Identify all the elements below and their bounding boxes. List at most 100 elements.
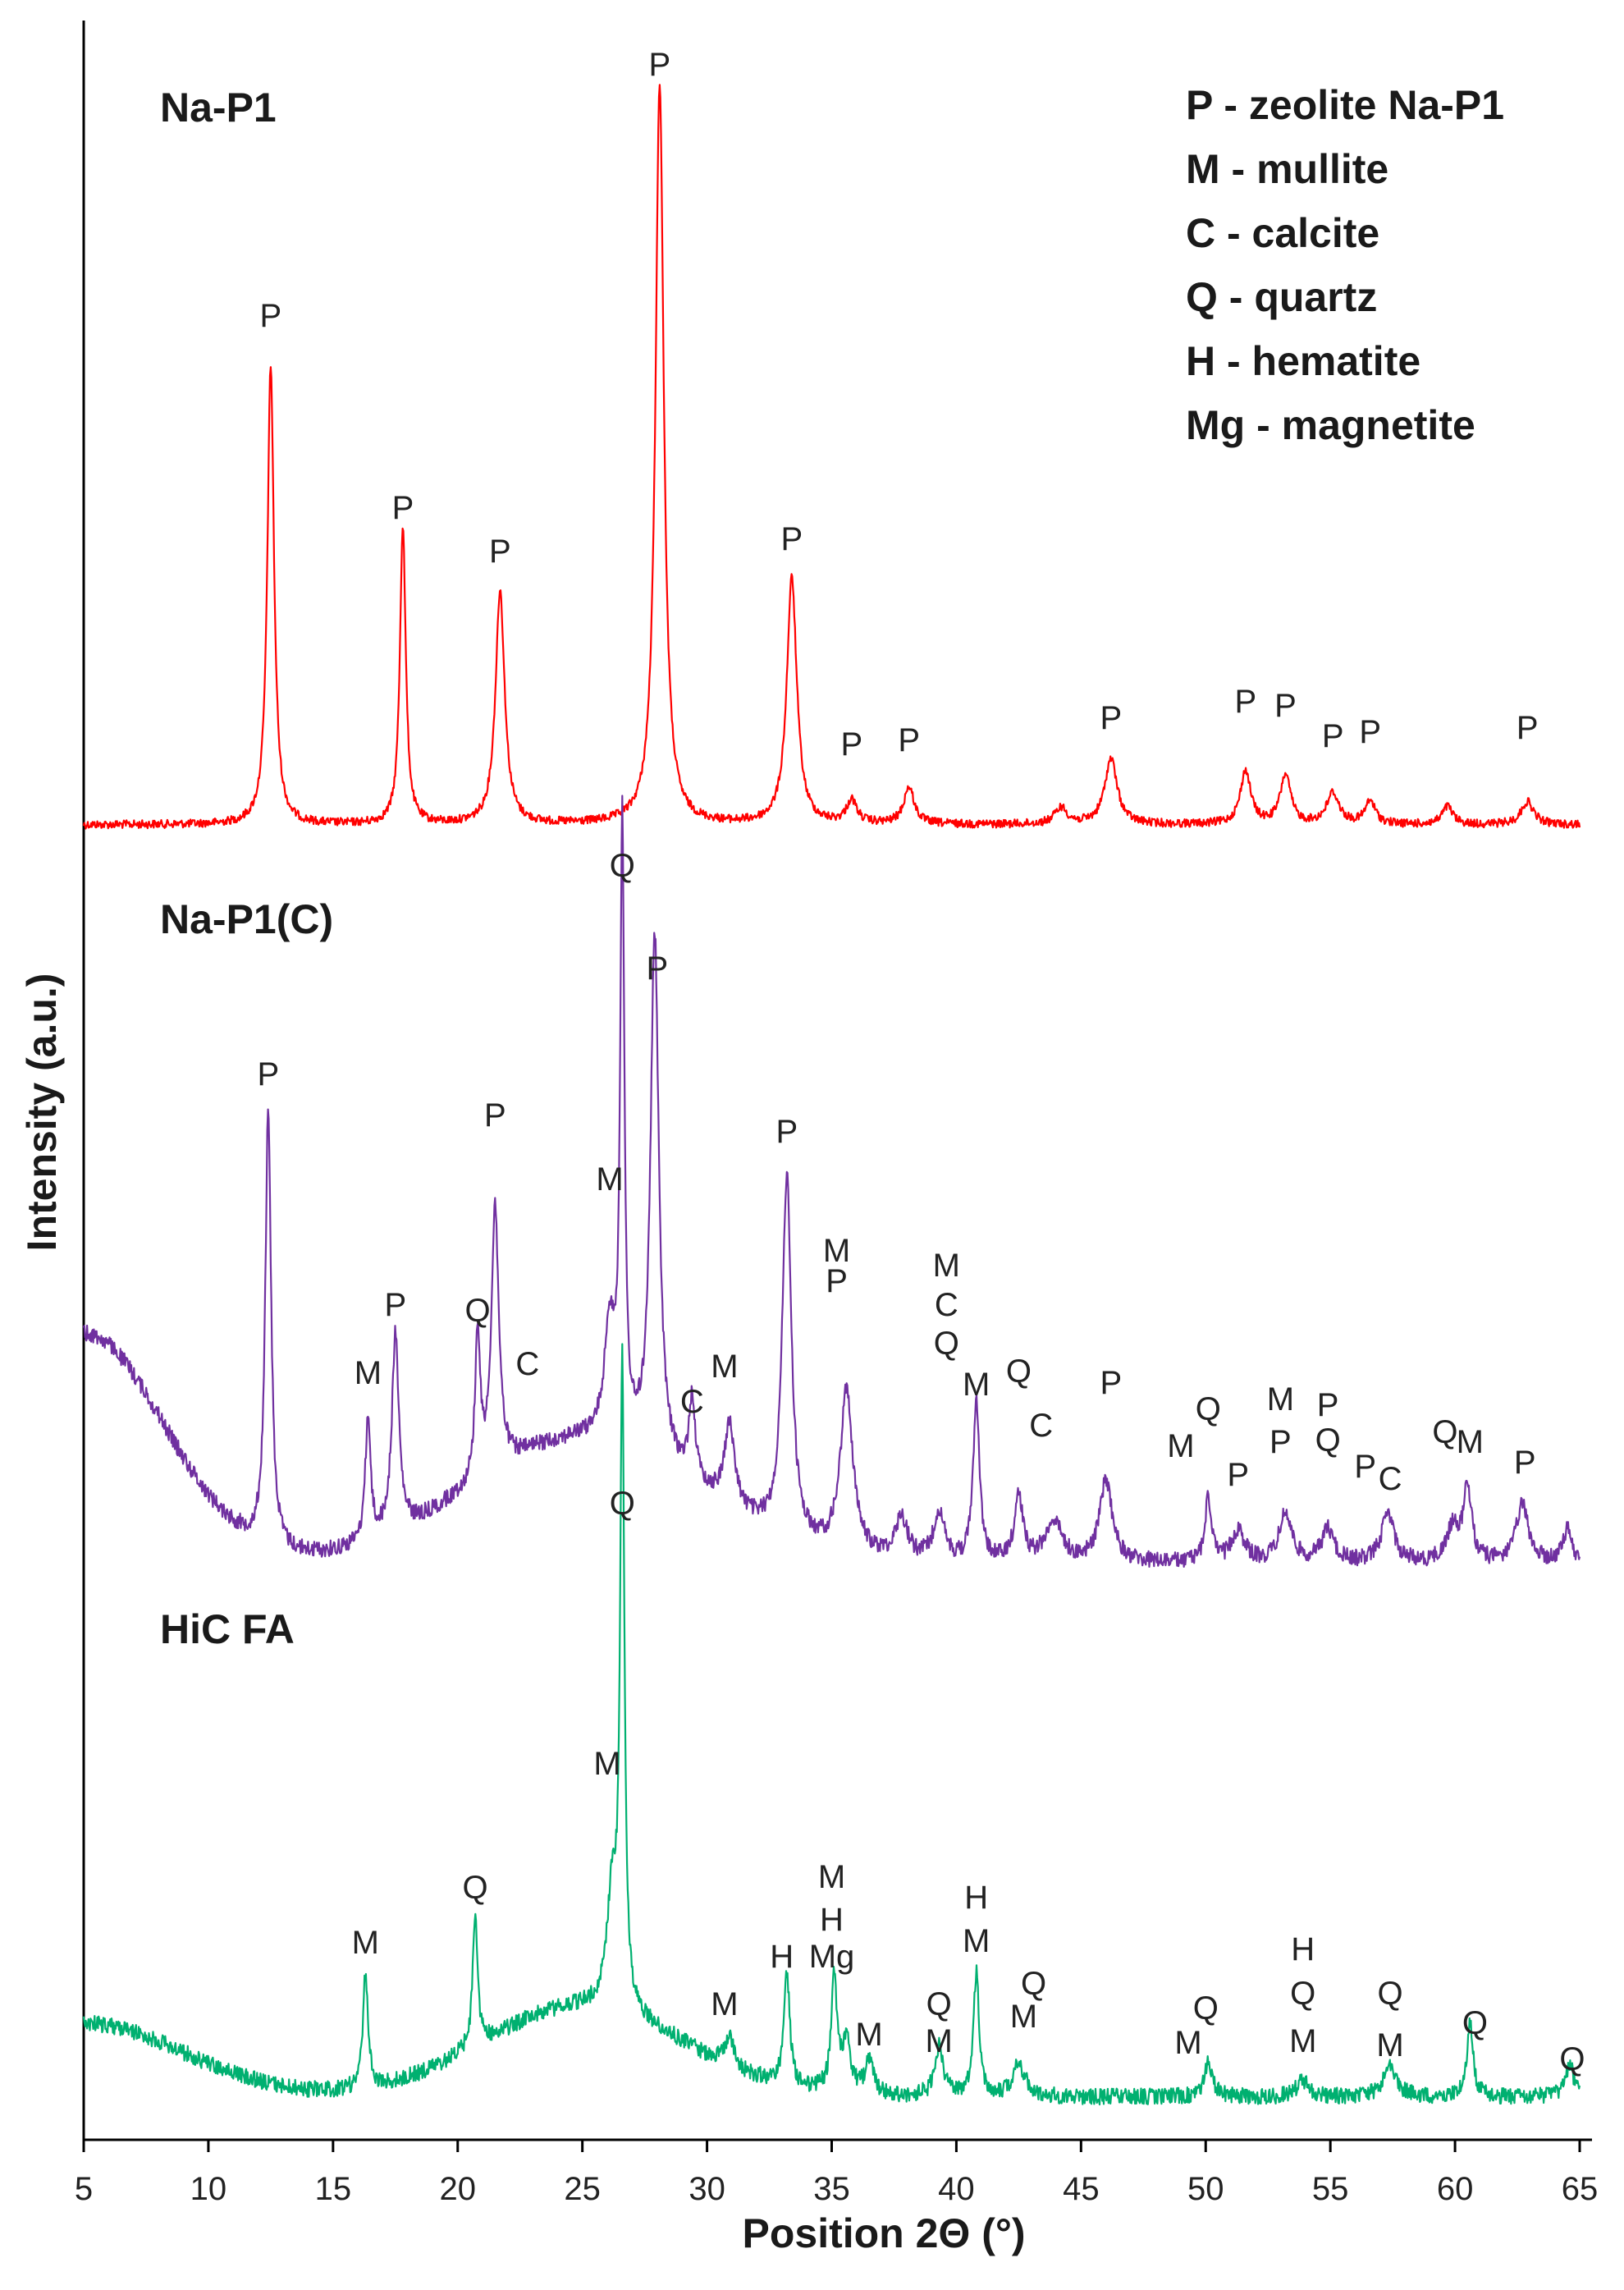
peak-label: Q: [926, 1986, 952, 2022]
peak-label: H: [1291, 1931, 1315, 1967]
x-tick-label: 15: [315, 2171, 352, 2207]
peak-label: Q: [464, 1293, 490, 1329]
x-tick-label: 55: [1312, 2171, 1349, 2207]
legend-entry: H - hematite: [1186, 338, 1420, 384]
series-name: Na-P1: [160, 85, 277, 131]
peak-label: P: [1100, 1365, 1122, 1401]
peak-label: M: [1167, 1428, 1194, 1464]
legend-entry: M - mullite: [1186, 146, 1388, 192]
peak-label: P: [775, 1114, 798, 1150]
peak-label: Q: [1006, 1353, 1032, 1390]
peak-label: P: [1100, 700, 1122, 736]
peak-label: P: [384, 1287, 406, 1323]
peak-label: M: [1267, 1381, 1294, 1418]
series-line: [82, 1343, 1581, 2106]
x-tick-label: 40: [938, 2171, 975, 2207]
peak-label: Q: [1378, 1976, 1403, 2012]
legend-entry: C - calcite: [1186, 210, 1379, 256]
peak-label: C: [1029, 1408, 1053, 1444]
peak-label: M: [933, 1248, 960, 1284]
series-name: Na-P1(C): [160, 896, 333, 942]
x-axis-title: Position 2Θ (°): [743, 2210, 1026, 2256]
peak-label: Q: [610, 1486, 635, 1522]
peak-label: P: [1359, 714, 1381, 750]
peak-label: M: [818, 1859, 845, 1895]
peak-label: Q: [1290, 1976, 1315, 2012]
peak-label: Q: [1315, 1422, 1341, 1459]
peak-label: Q: [934, 1326, 959, 1362]
x-tick-label: 65: [1562, 2171, 1599, 2207]
peak-label: M: [596, 1161, 623, 1198]
peak-label: Q: [1432, 1414, 1457, 1450]
legend-entry: P - zeolite Na-P1: [1186, 82, 1504, 128]
peak-label: P: [1274, 688, 1297, 724]
peak-label: Q: [1559, 2041, 1585, 2077]
peak-label: P: [1227, 1457, 1249, 1493]
peak-label: P: [1317, 1387, 1339, 1423]
peak-label: M: [823, 1233, 850, 1269]
peak-label: C: [680, 1384, 704, 1420]
peak-label: M: [1457, 1424, 1484, 1460]
x-tick-label: 50: [1187, 2171, 1224, 2207]
x-tick-label: 10: [190, 2171, 227, 2207]
peak-label: M: [925, 2023, 952, 2059]
peak-label: P: [649, 47, 671, 83]
x-tick-label: 45: [1063, 2171, 1100, 2207]
peak-label: M: [352, 1925, 379, 1961]
legend: P - zeolite Na-P1 M - mullite C - calcite Q…: [1186, 82, 1504, 448]
x-ticks: 5 10 15 20 25 30 35 40 45 50 55 60 65: [75, 2140, 1598, 2207]
series-layer: Na-P1 Na-P1(C) HiC FA: [82, 84, 1581, 2106]
peak-label: Q: [462, 1870, 487, 1906]
peak-label: P: [489, 534, 511, 570]
peak-label: P: [1516, 710, 1539, 746]
peak-label: M: [1010, 1999, 1037, 2035]
peak-label: M: [593, 1746, 620, 1782]
peak-label: M: [963, 1367, 990, 1403]
peak-label: P: [840, 726, 862, 763]
peak-label: C: [935, 1287, 958, 1323]
peak-label: P: [1269, 1424, 1292, 1460]
peak-label: Q: [1021, 1966, 1046, 2002]
peak-label: M: [355, 1355, 382, 1391]
y-axis-title: Intensity (a.u.): [19, 973, 65, 1252]
peak-label: H: [820, 1902, 844, 1938]
peak-label: P: [646, 950, 668, 987]
peak-label: Q: [1193, 1990, 1219, 2027]
peak-label: P: [1354, 1449, 1376, 1485]
peak-label: M: [855, 2017, 882, 2053]
peak-label: M: [711, 1986, 738, 2022]
peak-label: H: [770, 1939, 794, 1975]
legend-entry: Mg - magnetite: [1186, 402, 1475, 448]
peak-label: P: [898, 722, 920, 758]
peak-label: M: [963, 1923, 990, 1959]
x-tick-label: 25: [564, 2171, 601, 2207]
series-line: [82, 795, 1581, 1569]
peak-label: P: [826, 1263, 848, 1299]
peak-label: P: [392, 490, 414, 526]
peak-label: P: [1514, 1445, 1536, 1481]
peak-label: H: [964, 1880, 988, 1916]
x-tick-label: 5: [75, 2171, 93, 2207]
peak-label: M: [1174, 2025, 1201, 2061]
legend-entry: Q - quartz: [1186, 274, 1377, 320]
axes: 5 10 15 20 25 30 35 40 45 50 55 60 65: [75, 21, 1598, 2207]
series-name: HiC FA: [160, 1606, 295, 1652]
peak-label: C: [1379, 1461, 1402, 1497]
series-line: [82, 84, 1581, 830]
peak-label: M: [1289, 2023, 1316, 2059]
peak-label: P: [1322, 718, 1344, 754]
peak-label: P: [257, 1056, 279, 1092]
peak-label: Mg: [809, 1939, 855, 1975]
peak-label: Q: [1462, 2005, 1488, 2041]
x-tick-label: 30: [688, 2171, 725, 2207]
peak-label: P: [260, 298, 282, 334]
peak-label: M: [711, 1349, 738, 1385]
x-tick-label: 35: [813, 2171, 850, 2207]
peak-label: M: [1376, 2027, 1403, 2063]
x-tick-label: 20: [440, 2171, 477, 2207]
peak-label: P: [781, 521, 803, 557]
peak-label: P: [1235, 684, 1257, 720]
x-tick-label: 60: [1437, 2171, 1474, 2207]
